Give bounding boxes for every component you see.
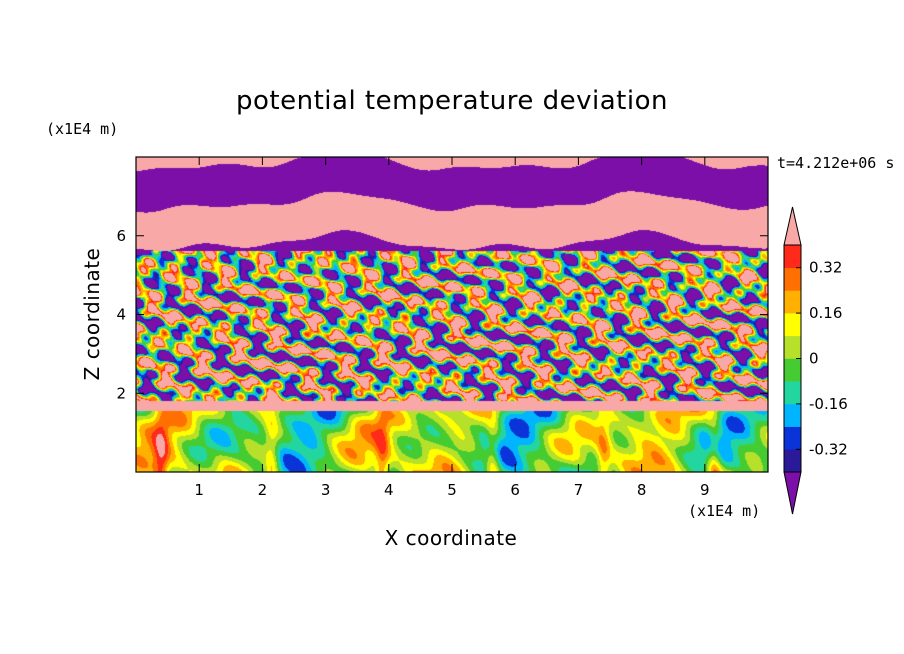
x-tick-label: 5: [447, 481, 457, 499]
colorbar-bin: [784, 403, 801, 427]
colorbar-bin: [784, 426, 801, 450]
colorbar-tick-label: -0.32: [809, 440, 848, 458]
colorbar-extend-low: [783, 471, 802, 515]
colorbar-bin: [784, 313, 801, 337]
y-tick-label: 2: [116, 384, 126, 402]
y-tick-label: 4: [116, 306, 126, 324]
x-tick-label: 8: [637, 481, 647, 499]
x-tick-label: 1: [194, 481, 204, 499]
time-label: t=4.212e+06 s: [777, 154, 895, 172]
colorbar-bin: [784, 449, 801, 473]
x-tick-label: 4: [384, 481, 394, 499]
colorbar: 0.32 0.16 0 -0.16 -0.32: [783, 206, 848, 515]
heatmap-field: [136, 157, 768, 472]
colorbar-bin: [784, 267, 801, 291]
colorbar-bin: [784, 245, 801, 268]
y-axis: 2 4 6: [116, 227, 768, 402]
colorbar-tick-label: 0: [809, 350, 819, 368]
colorbar-bin: [784, 290, 801, 314]
x-tick-label: 3: [321, 481, 331, 499]
colorbar-tick-label: 0.16: [809, 304, 842, 322]
x-tick-label: 6: [510, 481, 520, 499]
colorbar-tick-label: 0.32: [809, 259, 842, 277]
x-axis-label: X coordinate: [384, 526, 518, 550]
x-axis-unit-label: (x1E4 m): [688, 502, 761, 520]
chart-title: potential temperature deviation: [236, 86, 668, 116]
y-axis-unit-label: (x1E4 m): [46, 120, 119, 138]
colorbar-extend-high: [783, 206, 802, 246]
colorbar-bin: [784, 358, 801, 382]
x-tick-label: 7: [574, 481, 584, 499]
plot-area: [135, 156, 769, 473]
colorbar-bin: [784, 381, 801, 405]
y-tick-label: 6: [116, 227, 126, 245]
colorbar-bin: [784, 335, 801, 359]
x-axis: 1 2 3 4 5 6 7 8 9: [194, 157, 710, 499]
colorbar-tick-label: -0.16: [809, 395, 848, 413]
x-tick-label: 2: [258, 481, 268, 499]
x-tick-label: 9: [700, 481, 710, 499]
